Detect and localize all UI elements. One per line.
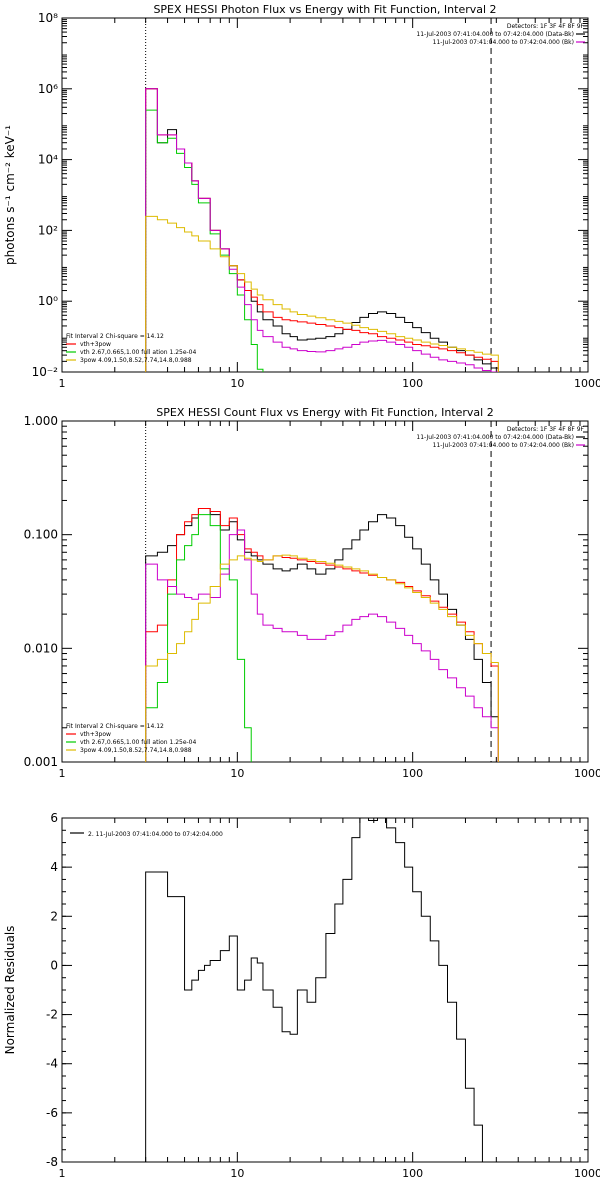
y-tick-label: 0.010 [24,641,58,655]
y-tick-label: 10⁴ [38,153,58,167]
x-tick-label: 10 [230,1167,244,1180]
y-tick-label: 6 [50,811,58,825]
series-line-3 [145,109,271,372]
y-tick-label: 10² [38,223,58,237]
series-line-1 [145,818,499,1162]
legend-fit-text: vth+3pow [80,731,111,738]
y-tick-label: 10⁶ [38,82,58,96]
series-line-4 [145,88,499,372]
x-tick-label: 100 [402,377,423,390]
series-line-1 [145,88,499,372]
legend-top-right-text: 11-Jul-2003 07:41:04.000 to 07:42:04.000… [433,442,574,449]
series-group [145,507,499,762]
x-tick-label: 1000 [574,377,600,390]
legend-fit-text: vth 2.67,0.665,1.00 full ation 1.25e-04 [80,349,196,356]
x-tick-label: 10 [230,377,244,390]
y-axis-label: Normalized Residuals [3,926,17,1055]
legend-text: 2. 11-Jul-2003 07:41:04.000 to 07:42:04.… [88,831,223,838]
legend-top-right-text: 11-Jul-2003 07:41:04.000 to 07:42:04.000… [416,434,574,441]
series-line-2 [145,88,499,372]
series-line-5 [145,554,499,762]
y-tick-label: 2 [50,909,58,923]
chart-title: SPEX HESSI Photon Flux vs Energy with Fi… [153,3,496,16]
x-tick-label: 1 [59,767,66,780]
legend-fit-text: 3pow 4.09,1.50,8.52,7.74,14.8,0.988 [80,357,192,364]
legend-fit-text: Fit Interval 2 Chi-square = 14.12 [66,723,164,730]
y-tick-label: 1.000 [24,414,58,428]
series-line-1 [145,507,499,762]
x-tick-label: 1 [59,1167,66,1180]
chart-title: SPEX HESSI Count Flux vs Energy with Fit… [156,406,493,419]
chart-1: SPEX HESSI Photon Flux vs Energy with Fi… [3,3,600,390]
y-tick-label: 10⁸ [38,11,58,25]
legend-fit-text: vth+3pow [80,341,111,348]
y-tick-label: -6 [46,1106,58,1120]
y-axis-label: photons s⁻¹ cm⁻² keV⁻¹ [3,125,17,265]
legend-top-right-text: Detectors: 1F 3F 4F 8F 9F [507,23,585,30]
legend-fit-text: vth 2.67,0.665,1.00 full ation 1.25e-04 [80,739,196,746]
plot-frame [61,817,589,1163]
y-tick-label: 10⁰ [38,294,58,308]
x-tick-label: 100 [402,767,423,780]
chart-3: 1 10 100 1000 -8 -6 -4 -2 0 2 4 6 Normalized Residua… [3,811,600,1180]
legend-top-right-text: Detectors: 1F 3F 4F 8F 9F [507,426,585,433]
series-group [145,818,499,1162]
plot-frame [61,420,589,763]
plot-frame [61,17,589,373]
legend-fit-text: 3pow 4.09,1.50,8.52,7.74,14.8,0.988 [80,747,192,754]
y-tick-label: 4 [50,860,58,874]
y-tick-label: 10⁻² [32,365,59,379]
series-line-3 [145,514,271,762]
x-tick-label: 10 [230,767,244,780]
y-tick-label: 0.001 [24,755,58,769]
y-tick-label: 0 [50,958,58,972]
x-tick-label: 1 [59,377,66,390]
x-tick-label: 100 [402,1167,423,1180]
y-tick-label: -8 [46,1155,58,1169]
chart-2: SPEX HESSI Count Flux vs Energy with Fit… [24,406,600,780]
legend-fit-text: Fit Interval 2 Chi-square = 14.12 [66,333,164,340]
y-tick-label: -4 [46,1057,58,1071]
series-line-2 [145,507,499,762]
y-tick-label: -2 [46,1008,58,1022]
x-tick-label: 1000 [574,767,600,780]
series-line-5 [145,215,499,372]
x-tick-label: 1000 [574,1167,600,1180]
legend-top-right-text: 11-Jul-2003 07:41:04.000 to 07:42:04.000… [416,31,574,38]
y-tick-label: 0.100 [24,528,58,542]
series-line-4 [145,529,499,762]
legend-top-right-text: 11-Jul-2003 07:41:04.000 to 07:42:04.000… [433,39,574,46]
series-group [145,88,499,372]
